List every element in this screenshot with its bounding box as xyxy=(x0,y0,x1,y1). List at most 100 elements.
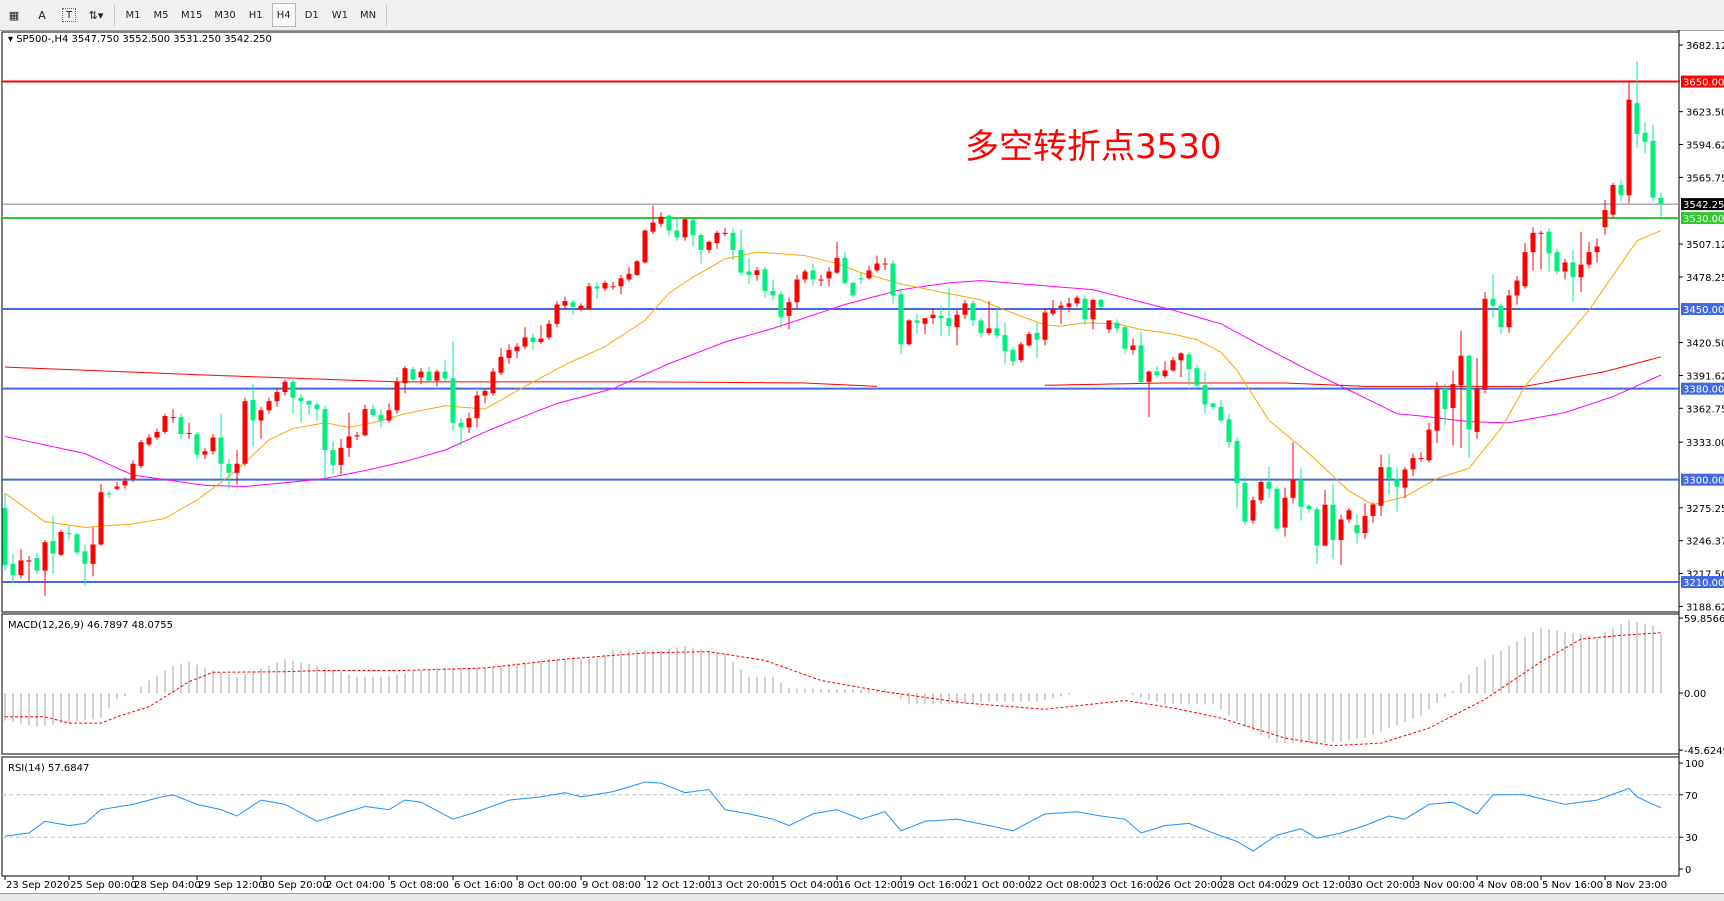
timeframe-h1[interactable]: H1 xyxy=(248,9,263,21)
timeframe-w1[interactable]: W1 xyxy=(331,9,348,21)
candle-140 xyxy=(1122,326,1128,354)
time-label: 30 Sep 20:00 xyxy=(262,880,329,891)
candle-107 xyxy=(858,272,864,285)
text-a-icon[interactable]: A xyxy=(38,8,46,22)
candle-body xyxy=(1450,384,1456,409)
candle-body xyxy=(642,230,648,263)
candle-52 xyxy=(418,368,424,385)
level-label-box xyxy=(1681,382,1724,395)
timeframe-h4[interactable]: H4 xyxy=(271,3,296,27)
timeframe-m5[interactable]: M5 xyxy=(153,9,169,21)
candle-body xyxy=(1626,99,1632,196)
candle-76 xyxy=(610,281,616,290)
time-label: 28 Oct 04:00 xyxy=(1222,880,1287,891)
candle-body xyxy=(498,356,504,373)
candle-body xyxy=(1162,370,1168,377)
candle-207 xyxy=(1658,192,1664,217)
price-tick-label: 3420.500 xyxy=(1686,339,1724,350)
candle-body xyxy=(1210,403,1216,407)
candle-177 xyxy=(1418,452,1424,462)
candle-body xyxy=(674,230,680,238)
candle-71 xyxy=(570,299,576,315)
level-label-box xyxy=(1681,303,1724,316)
candle-body xyxy=(906,320,912,345)
candle-25 xyxy=(202,447,208,460)
candle-body xyxy=(1434,388,1440,431)
candle-body xyxy=(618,278,624,287)
candle-body xyxy=(506,349,512,358)
time-label: 15 Oct 04:00 xyxy=(774,880,839,891)
time-label: 8 Nov 23:00 xyxy=(1606,880,1667,891)
grid-f-icon[interactable]: ▦ xyxy=(8,8,20,22)
candle-body xyxy=(1330,504,1336,540)
candle-196 xyxy=(1570,249,1576,303)
candle-body xyxy=(34,558,40,571)
time-label: 4 Nov 08:00 xyxy=(1478,880,1539,891)
candle-3 xyxy=(26,555,32,583)
candle-body xyxy=(1410,458,1416,470)
candle-body xyxy=(26,560,32,562)
candle-203 xyxy=(1626,81,1632,204)
candle-body xyxy=(170,417,176,419)
candle-169 xyxy=(1354,513,1360,544)
candle-body xyxy=(890,263,896,296)
candle-26 xyxy=(210,434,216,455)
candle-21 xyxy=(170,409,176,423)
candle-body xyxy=(1274,488,1280,529)
candle-body xyxy=(1354,525,1360,534)
candle-120 xyxy=(962,299,968,320)
candle-12 xyxy=(98,484,104,546)
annotation-text: 多空转折点3530 xyxy=(965,127,1222,167)
timeframe-m15[interactable]: M15 xyxy=(181,9,203,21)
candle-100 xyxy=(802,269,808,283)
rsi-tick-label: 100 xyxy=(1685,759,1704,770)
candle-135 xyxy=(1082,295,1088,325)
candle-185 xyxy=(1482,291,1488,394)
candle-body xyxy=(1322,504,1328,546)
time-label: 5 Oct 08:00 xyxy=(390,880,449,891)
candle-body xyxy=(770,290,776,296)
timeframe-d1[interactable]: D1 xyxy=(304,9,319,21)
candle-124 xyxy=(994,309,1000,339)
candle-170 xyxy=(1362,503,1368,539)
candle-body xyxy=(986,328,992,333)
time-label: 5 Nov 16:00 xyxy=(1542,880,1603,891)
candle-body xyxy=(714,232,720,244)
candle-88 xyxy=(706,240,712,254)
candle-30 xyxy=(242,397,248,467)
candle-106 xyxy=(850,281,856,298)
timeframe-mn[interactable]: MN xyxy=(359,9,377,21)
candle-53 xyxy=(426,367,432,383)
candle-body xyxy=(1202,385,1208,405)
candle-body xyxy=(426,371,432,381)
candle-178 xyxy=(1426,422,1432,463)
price-chart[interactable]: ▾ SP500-,H4 3547.750 3552.500 3531.250 3… xyxy=(0,30,1724,893)
candle-2 xyxy=(18,549,24,579)
candle-body xyxy=(18,560,24,576)
timeframe-m30[interactable]: M30 xyxy=(214,9,236,21)
candle-body xyxy=(1082,298,1088,320)
timeframe-m1[interactable]: M1 xyxy=(125,9,141,21)
time-label: 8 Oct 00:00 xyxy=(518,880,577,891)
candle-body xyxy=(842,257,848,283)
candle-body xyxy=(1538,232,1544,234)
candle-49 xyxy=(394,377,400,414)
candle-57 xyxy=(458,418,464,446)
arrows-dropdown-icon[interactable]: ⇅▾ xyxy=(88,8,104,22)
candle-193 xyxy=(1546,228,1552,272)
candle-body xyxy=(1570,262,1576,278)
candle-body xyxy=(194,434,200,455)
candle-78 xyxy=(626,266,632,282)
candle-body xyxy=(402,368,408,383)
candle-body xyxy=(370,409,376,415)
candle-body xyxy=(346,436,352,448)
candle-194 xyxy=(1554,248,1560,275)
time-label: 2 Oct 04:00 xyxy=(326,880,385,891)
candle-body xyxy=(98,492,104,545)
candle-body xyxy=(1042,312,1048,340)
candle-body xyxy=(1002,335,1008,352)
time-label: 23 Oct 16:00 xyxy=(1094,880,1159,891)
candle-body xyxy=(178,417,184,435)
text-label-icon[interactable]: T xyxy=(62,8,76,22)
candle-98 xyxy=(786,297,792,330)
